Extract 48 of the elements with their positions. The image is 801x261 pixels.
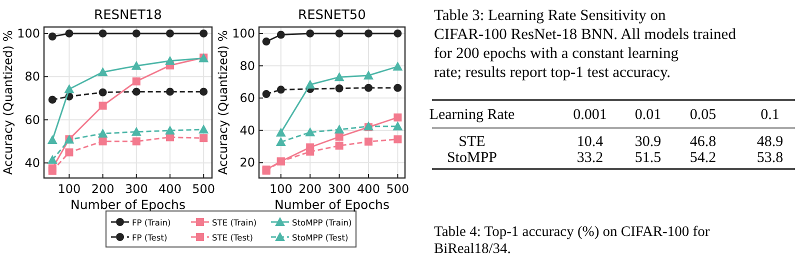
legend-label: STE (Test) <box>212 232 254 242</box>
caption: Table 4: Top-1 accuracy (%) on CIFAR-100 for BiReal18/34. <box>434 224 710 257</box>
text: 10.4 <box>576 134 604 150</box>
chart-title: RESNET50 <box>298 8 366 23</box>
chart-title: RESNET18 <box>94 8 162 23</box>
x-tick-label: 500 <box>192 182 216 196</box>
text: Table 3: Learning Rate Sensitivity on CIFAR-100 ResNet-18 BNN. All models trained for 200 epochs with a constant learning rate; results report top-1 test accuracy. <box>434 7 736 81</box>
text: 30.9 <box>634 134 662 150</box>
y-tick-label: 40 <box>240 123 255 138</box>
category-label: 0.1 <box>760 107 780 123</box>
legend-label: StoMPP (Test) <box>292 232 348 242</box>
x-tick-label: 500 <box>386 182 410 196</box>
x-tick-label: 400 <box>357 182 380 196</box>
x-tick-label: 100 <box>58 182 81 196</box>
y-tick-label: 20 <box>240 156 255 170</box>
x-tick-label: 300 <box>328 182 351 196</box>
category-label: 0.01 <box>634 107 662 123</box>
y-tick-label: 100 <box>17 26 40 40</box>
legend-label: FP (Train) <box>132 218 171 228</box>
x-tick-label: 400 <box>158 182 182 196</box>
y-axis-title: Accuracy (Quantized) % <box>1 30 15 175</box>
x-tick-label: 200 <box>91 182 114 196</box>
category-label: 0.001 <box>573 107 607 123</box>
legend-label: StoMPP (Train) <box>292 218 352 228</box>
category-label: STE <box>458 134 486 150</box>
y-tick-label: 100 <box>232 26 255 40</box>
y-axis-title: Accuracy (Quantized) % <box>216 30 230 175</box>
x-tick-label: 300 <box>124 182 148 196</box>
legend-label: FP (Test) <box>132 232 168 242</box>
y-tick-label: 60 <box>240 91 255 106</box>
text: 33.2 <box>576 150 604 166</box>
y-tick-label: 60 <box>24 112 40 127</box>
y-tick-label: 80 <box>24 70 40 84</box>
x-axis-title: Number of Epochs <box>70 197 186 212</box>
y-tick-label: 40 <box>24 156 40 170</box>
category-label: 0.05 <box>690 107 716 123</box>
text: 46.8 <box>690 134 716 150</box>
text: 54.2 <box>690 150 716 166</box>
text: 48.9 <box>756 134 784 150</box>
y-tick-label: 80 <box>240 58 255 73</box>
x-tick-label: 200 <box>298 182 322 196</box>
category-label: StoMPP <box>446 150 498 166</box>
x-axis-title: Number of Epochs <box>274 197 390 212</box>
legend-label: STE (Train) <box>212 218 257 228</box>
text: 53.8 <box>756 150 784 166</box>
text: 51.5 <box>634 150 662 166</box>
text: Learning Rate <box>429 107 516 123</box>
x-tick-label: 100 <box>269 182 292 196</box>
